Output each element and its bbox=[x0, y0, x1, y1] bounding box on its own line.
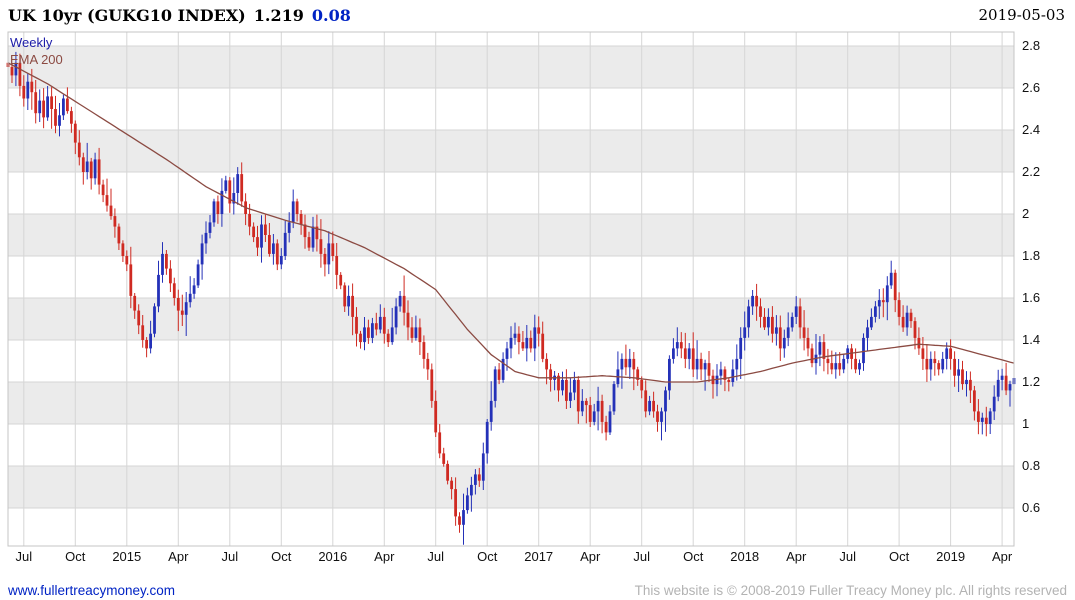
svg-text:Oct: Oct bbox=[271, 549, 292, 564]
price-chart-svg: 2.8 2.6 2.4 2.2 2 1.8 1.6 1.4 1.2 1 0.8 0.6 Jul Oct 20… bbox=[6, 31, 1040, 564]
svg-text:2019: 2019 bbox=[936, 549, 965, 564]
svg-text:Apr: Apr bbox=[786, 549, 807, 564]
gridlines bbox=[8, 32, 1014, 546]
svg-text:Jul: Jul bbox=[15, 549, 32, 564]
chart-header: UK 10yr (GUKG10 INDEX) 1.219 0.08 2019-0… bbox=[0, 0, 1075, 30]
chart-date: 2019-05-03 bbox=[978, 6, 1065, 24]
svg-text:Oct: Oct bbox=[477, 549, 498, 564]
svg-text:Jul: Jul bbox=[839, 549, 856, 564]
svg-text:1.4: 1.4 bbox=[1022, 332, 1040, 347]
timeframe-label: Weekly bbox=[10, 35, 53, 50]
svg-text:2.4: 2.4 bbox=[1022, 122, 1040, 137]
svg-text:Jul: Jul bbox=[633, 549, 650, 564]
plot-frame bbox=[7, 31, 1015, 547]
svg-text:2018: 2018 bbox=[730, 549, 759, 564]
svg-text:Jul: Jul bbox=[221, 549, 238, 564]
svg-text:Jul: Jul bbox=[427, 549, 444, 564]
chart-area[interactable]: 2.8 2.6 2.4 2.2 2 1.8 1.6 1.4 1.2 1 0.8 0.6 Jul Oct 20… bbox=[0, 30, 1075, 580]
ema-200-label: EMA 200 bbox=[10, 52, 63, 67]
svg-text:2017: 2017 bbox=[524, 549, 553, 564]
price-change: 0.08 bbox=[311, 5, 351, 25]
svg-text:Apr: Apr bbox=[992, 549, 1013, 564]
x-axis-labels: Jul Oct 2015 Apr Jul Oct 2016 Apr Jul Oct 2017 Apr J… bbox=[15, 549, 1012, 564]
svg-text:1.6: 1.6 bbox=[1022, 290, 1040, 305]
svg-text:2015: 2015 bbox=[112, 549, 141, 564]
svg-text:1.2: 1.2 bbox=[1022, 374, 1040, 389]
svg-text:1.8: 1.8 bbox=[1022, 248, 1040, 263]
svg-text:1: 1 bbox=[1022, 416, 1029, 431]
copyright-text: This website is © 2008-2019 Fuller Treac… bbox=[634, 582, 1067, 598]
instrument-title: UK 10yr (GUKG10 INDEX) bbox=[8, 5, 246, 25]
instrument-info: UK 10yr (GUKG10 INDEX) 1.219 0.08 bbox=[8, 6, 351, 25]
svg-text:2.2: 2.2 bbox=[1022, 164, 1040, 179]
svg-text:Oct: Oct bbox=[65, 549, 86, 564]
last-price: 1.219 bbox=[253, 5, 304, 25]
ema-200-line bbox=[7, 62, 1015, 383]
y-axis-labels: 2.8 2.6 2.4 2.2 2 1.8 1.6 1.4 1.2 1 0.8 0.6 bbox=[1022, 38, 1040, 515]
svg-text:0.6: 0.6 bbox=[1022, 500, 1040, 515]
svg-text:Apr: Apr bbox=[374, 549, 395, 564]
page-footer: www.fullertreacymoney.com This website i… bbox=[0, 580, 1075, 600]
svg-text:2: 2 bbox=[1022, 206, 1029, 221]
svg-text:Oct: Oct bbox=[889, 549, 910, 564]
svg-text:Oct: Oct bbox=[683, 549, 704, 564]
site-link[interactable]: www.fullertreacymoney.com bbox=[8, 582, 176, 598]
background-bands bbox=[8, 46, 1014, 508]
svg-text:Apr: Apr bbox=[168, 549, 189, 564]
svg-text:2.8: 2.8 bbox=[1022, 38, 1040, 53]
svg-text:2.6: 2.6 bbox=[1022, 80, 1040, 95]
svg-text:2016: 2016 bbox=[318, 549, 347, 564]
svg-text:Apr: Apr bbox=[580, 549, 601, 564]
candles-group bbox=[6, 51, 1016, 545]
svg-text:0.8: 0.8 bbox=[1022, 458, 1040, 473]
